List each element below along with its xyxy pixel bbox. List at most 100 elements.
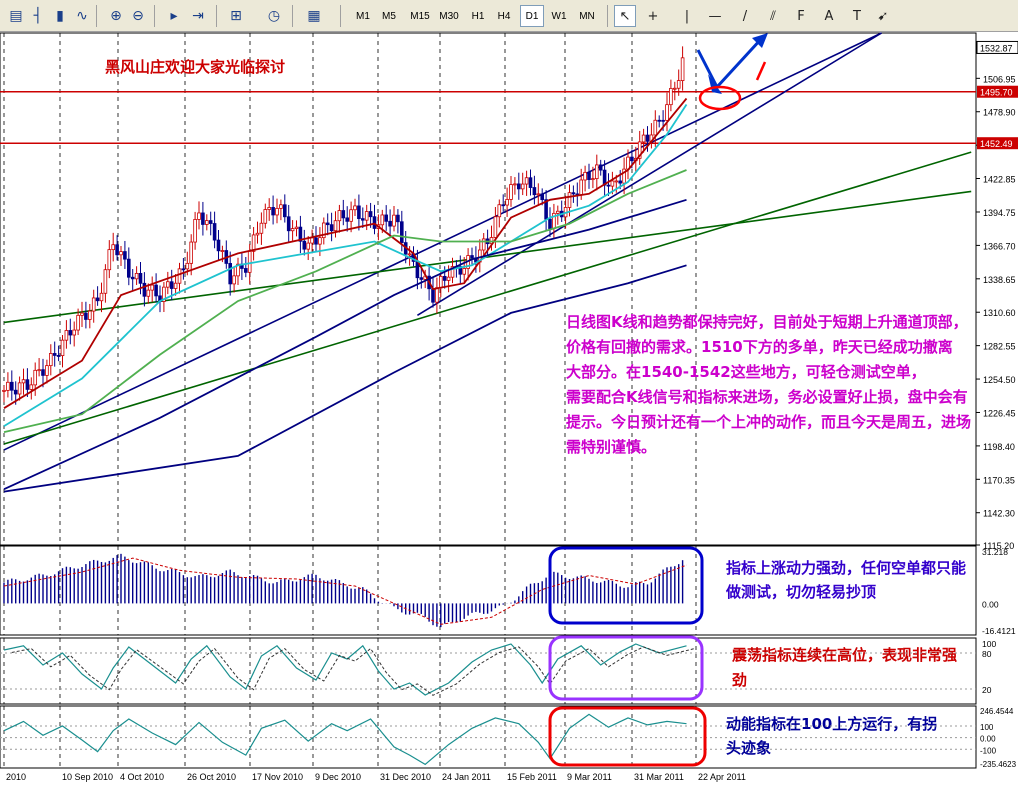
label-icon[interactable]: T xyxy=(853,8,861,24)
candle-body xyxy=(442,276,447,281)
toolbar-separator xyxy=(96,5,97,27)
crosshair-icon[interactable]: + xyxy=(647,8,659,24)
candle-body xyxy=(185,262,190,270)
toolbar-separator xyxy=(292,5,293,27)
auto-scroll-icon[interactable]: ▸ xyxy=(170,8,178,24)
candle-body xyxy=(388,220,392,227)
candle-body xyxy=(450,266,455,278)
cursor-icon[interactable]: ↖ xyxy=(614,5,636,27)
candle-body xyxy=(446,276,451,281)
zoom-out-icon[interactable]: ⊖ xyxy=(132,8,144,24)
candle-body xyxy=(56,355,61,357)
candle-body xyxy=(286,216,291,232)
candle-body xyxy=(657,119,661,122)
candle-body xyxy=(208,220,213,224)
candle-body xyxy=(52,353,57,356)
moving-average-line xyxy=(3,97,688,409)
current-price-label: 1532.87 xyxy=(980,43,1013,53)
candle-body xyxy=(220,250,225,252)
date-tick-label: 31 Mar 2011 xyxy=(634,772,684,782)
candle-body xyxy=(321,222,326,239)
candle-body xyxy=(216,239,221,252)
candle-body xyxy=(435,287,439,303)
horizontal-line-icon[interactable]: — xyxy=(708,8,722,24)
candle-body xyxy=(298,226,303,242)
candle-body xyxy=(9,381,14,391)
candle-body xyxy=(91,297,96,312)
price-tick-label: 1226.45 xyxy=(983,408,1016,418)
stoch-tick-label: 100 xyxy=(982,639,996,649)
cci-tick-label: 100 xyxy=(980,723,994,732)
new-chart-icon[interactable]: ▤ xyxy=(9,8,23,24)
date-tick-label: 9 Mar 2011 xyxy=(567,772,612,782)
toolbar-separator xyxy=(154,5,155,27)
candle-body xyxy=(212,223,217,241)
candle-body xyxy=(571,192,576,195)
timeframe-d1[interactable]: D1 xyxy=(520,5,544,27)
timeframe-h4[interactable]: H4 xyxy=(497,10,511,22)
timeframe-m1[interactable]: M1 xyxy=(356,10,370,22)
candle-body xyxy=(318,237,322,245)
candle-body xyxy=(134,272,139,280)
candle-body xyxy=(111,244,116,251)
chart-area[interactable]: 1532.871506.951478.901450.851422.851394.… xyxy=(0,32,1018,786)
candle-body xyxy=(665,104,669,121)
indicators-icon[interactable]: ⊞ xyxy=(230,8,242,24)
candle-body xyxy=(493,216,498,238)
templates-icon[interactable]: ▦ xyxy=(307,8,321,24)
candle-body xyxy=(505,199,509,206)
candle-body xyxy=(481,238,486,251)
timeframe-m30[interactable]: M30 xyxy=(439,10,459,22)
candle-body xyxy=(201,212,205,225)
timeframe-mn[interactable]: MN xyxy=(579,10,595,22)
macd_note-text: 指标上涨动力强劲，任何空单都只能做测试，切勿轻易抄顶 xyxy=(725,559,966,601)
candle-body xyxy=(357,205,361,220)
moving-average-line xyxy=(3,104,688,427)
trend-line xyxy=(3,151,972,445)
timeframe-m5[interactable]: M5 xyxy=(382,10,396,22)
toolbar: ▤ ┤ ▮ ∿ ⊕ ⊖ ▸ ⇥ ⊞ ◷ ▦ M1 M5 M15 M30 H1 H4 D1 W1 MN ↖ + | — / ⫽ F A T… xyxy=(0,0,1018,32)
candle-body xyxy=(103,269,108,294)
channel-icon[interactable]: ⫽ xyxy=(770,8,776,24)
candle-chart-icon[interactable]: ▮ xyxy=(56,8,64,24)
line-chart-icon[interactable]: ∿ xyxy=(76,8,88,24)
moving-average-line xyxy=(3,264,687,493)
vertical-line-icon[interactable]: | xyxy=(684,8,690,24)
candle-body xyxy=(528,177,533,188)
timeframe-m15[interactable]: M15 xyxy=(410,10,430,22)
stoch-highlight-box xyxy=(548,635,704,701)
candle-body xyxy=(497,204,502,218)
timeframe-h1[interactable]: H1 xyxy=(471,10,485,22)
candle-body xyxy=(341,210,346,219)
cci_note-text: 动能指标在100上方运行，有拐头迹象 xyxy=(726,715,937,757)
red-mark xyxy=(755,61,767,81)
bar-chart-icon[interactable]: ┤ xyxy=(33,8,43,24)
candle-body xyxy=(368,211,373,218)
panel-frame xyxy=(0,637,977,705)
candle-body xyxy=(165,281,170,288)
fibonacci-icon[interactable]: F xyxy=(797,8,805,24)
candle-body xyxy=(33,369,37,386)
chart-shift-icon[interactable]: ⇥ xyxy=(192,8,204,24)
candle-body xyxy=(583,171,587,181)
trendline-icon[interactable]: / xyxy=(742,8,748,24)
price-tick-label: 1422.85 xyxy=(983,175,1016,185)
candle-body xyxy=(306,242,310,250)
candle-body xyxy=(255,232,260,236)
date-tick-label: 10 Sep 2010 xyxy=(62,772,113,782)
chart-background xyxy=(0,32,1018,786)
candle-body xyxy=(532,187,537,196)
zoom-in-icon[interactable]: ⊕ xyxy=(110,8,122,24)
text-icon[interactable]: A xyxy=(824,8,834,24)
candle-body xyxy=(329,224,334,232)
candle-body xyxy=(548,218,552,229)
timeframe-w1[interactable]: W1 xyxy=(551,10,567,22)
arrows-icon[interactable]: ➹ xyxy=(877,8,889,24)
candle-body xyxy=(115,244,119,256)
candle-body xyxy=(641,134,646,143)
candle-body xyxy=(591,178,595,181)
periods-icon[interactable]: ◷ xyxy=(267,8,281,24)
candle-body xyxy=(84,312,88,320)
candle-body xyxy=(142,282,147,297)
price-tick-label: 1115.20 xyxy=(983,541,1014,551)
